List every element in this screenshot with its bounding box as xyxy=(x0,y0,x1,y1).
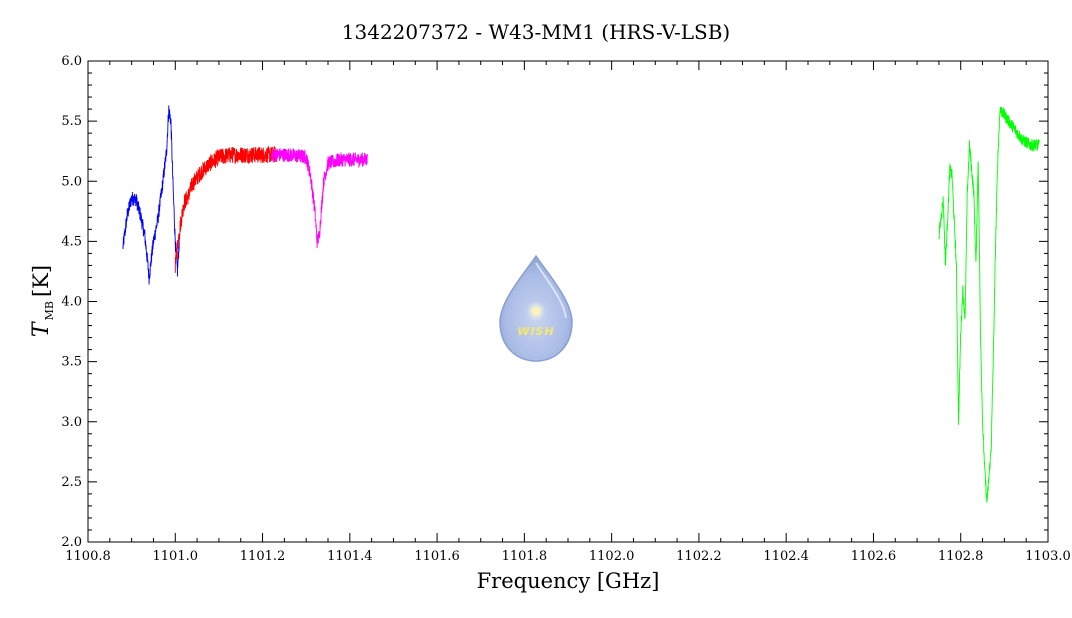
x-tick-label: 1101.0 xyxy=(153,549,199,564)
y-axis-label: TMB [K] xyxy=(29,265,56,337)
y-tick-label: 2.5 xyxy=(61,475,82,490)
y-tick-label: 4.0 xyxy=(61,295,82,310)
x-axis-label: Frequency [GHz] xyxy=(477,569,660,593)
x-axis: 1100.8 1101.0 1101.2 1101.4 1101.6 1101.8 1102… xyxy=(65,61,1071,564)
y-tick-label: 2.0 xyxy=(61,535,82,550)
x-tick-label: 1102.4 xyxy=(763,549,809,564)
y-axis: 2.0 2.5 3.0 3.5 4.0 4.5 5.0 5.5 6.0 xyxy=(61,54,1048,550)
y-tick-label: 3.0 xyxy=(61,415,82,430)
y-tick-label: 6.0 xyxy=(61,54,82,69)
series-line-3 xyxy=(270,147,368,249)
x-tick-label: 1102.2 xyxy=(676,549,722,564)
plot-frame xyxy=(87,60,1049,543)
x-tick-label: 1100.8 xyxy=(65,549,111,564)
y-tick-label: 4.5 xyxy=(61,234,82,249)
series-layer xyxy=(122,105,1040,503)
x-tick-label: 1103.0 xyxy=(1025,549,1071,564)
wish-logo-label: WISH xyxy=(517,325,554,338)
star-icon: ✷ xyxy=(529,302,542,321)
y-tick-label: 5.5 xyxy=(61,114,82,129)
x-tick-label: 1101.6 xyxy=(414,549,460,564)
y-axis-label-unit: [K] xyxy=(29,265,53,297)
series-line-2 xyxy=(174,145,277,273)
x-tick-label: 1102.8 xyxy=(938,549,984,564)
series-line-1 xyxy=(122,105,181,285)
series-line-4 xyxy=(938,106,1040,503)
x-tick-label: 1101.8 xyxy=(502,549,548,564)
wish-logo: ✷ WISH xyxy=(499,254,573,362)
x-tick-label: 1102.0 xyxy=(589,549,635,564)
x-tick-label: 1102.6 xyxy=(851,549,897,564)
y-axis-label-main: T xyxy=(29,320,54,337)
x-tick-label: 1101.2 xyxy=(240,549,286,564)
y-tick-label: 5.0 xyxy=(61,174,82,189)
y-axis-label-sub: MB xyxy=(43,301,56,320)
chart-title: 1342207372 - W43-MM1 (HRS-V-LSB) xyxy=(342,20,730,44)
y-tick-label: 3.5 xyxy=(61,355,82,370)
x-tick-label: 1101.4 xyxy=(327,549,373,564)
